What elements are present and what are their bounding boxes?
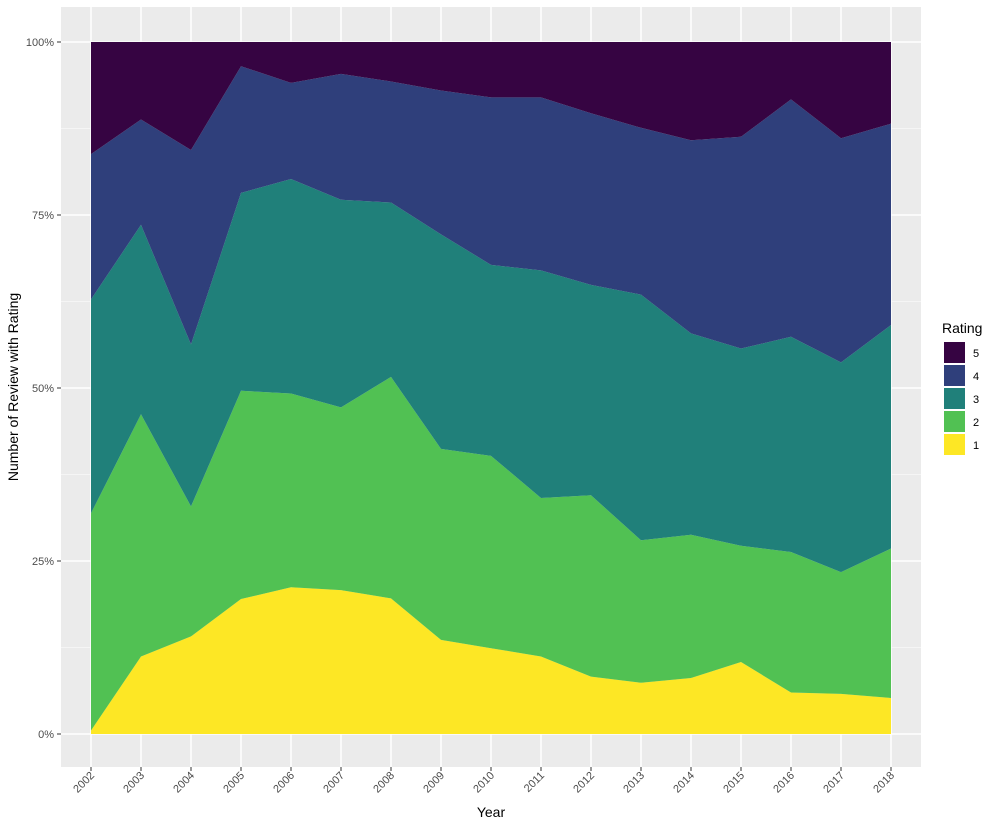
legend-key-5 xyxy=(944,342,965,363)
legend-label-5: 5 xyxy=(973,348,979,360)
x-tick-label: 2018 xyxy=(871,770,897,796)
x-tick-label: 2012 xyxy=(571,770,597,796)
legend-label-2: 2 xyxy=(973,417,979,429)
legend-key-1 xyxy=(944,434,965,455)
x-tick-label: 2011 xyxy=(522,770,547,795)
area-rating-2 xyxy=(91,376,891,731)
x-axis-ticks: 2002 2003 2004 2005 2006 2007 2008 2009 2010 2011… xyxy=(71,767,897,795)
y-tick-label: 75% xyxy=(32,210,54,222)
y-tick-label: 25% xyxy=(32,556,54,568)
legend-key-4 xyxy=(944,365,965,386)
x-tick-label: 2013 xyxy=(621,770,647,796)
x-tick-label: 2003 xyxy=(121,770,147,796)
x-tick-label: 2015 xyxy=(721,770,747,796)
x-tick-label: 2008 xyxy=(371,770,397,796)
x-tick-label: 2016 xyxy=(771,770,797,796)
legend-title: Rating xyxy=(942,320,982,336)
area-rating-1 xyxy=(91,587,891,734)
y-tick-label: 0% xyxy=(38,729,54,741)
x-tick-label: 2009 xyxy=(421,770,447,796)
legend-label-4: 4 xyxy=(973,371,979,383)
x-tick-label: 2017 xyxy=(821,770,847,796)
x-tick-label: 2002 xyxy=(71,770,97,796)
y-axis-ticks: 0% 25% 50% 75% 100% xyxy=(26,37,61,741)
y-axis-title: Number of Review with Rating xyxy=(5,293,21,481)
area-layers xyxy=(91,42,891,734)
x-axis-title: Year xyxy=(477,804,506,820)
y-tick-label: 100% xyxy=(26,37,54,49)
y-tick-label: 50% xyxy=(32,383,54,395)
area-rating-5 xyxy=(91,42,891,155)
x-tick-label: 2007 xyxy=(321,770,347,796)
legend-label-3: 3 xyxy=(973,394,979,406)
legend-key-2 xyxy=(944,411,965,432)
x-tick-label: 2010 xyxy=(471,770,497,796)
x-tick-label: 2006 xyxy=(271,770,297,796)
x-tick-label: 2005 xyxy=(221,770,247,796)
x-tick-label: 2004 xyxy=(171,770,197,796)
legend: Rating 5 4 3 2 1 xyxy=(942,320,982,455)
area-rating-3 xyxy=(91,179,891,573)
x-tick-label: 2014 xyxy=(671,770,697,796)
legend-label-1: 1 xyxy=(973,440,979,452)
legend-key-3 xyxy=(944,388,965,409)
